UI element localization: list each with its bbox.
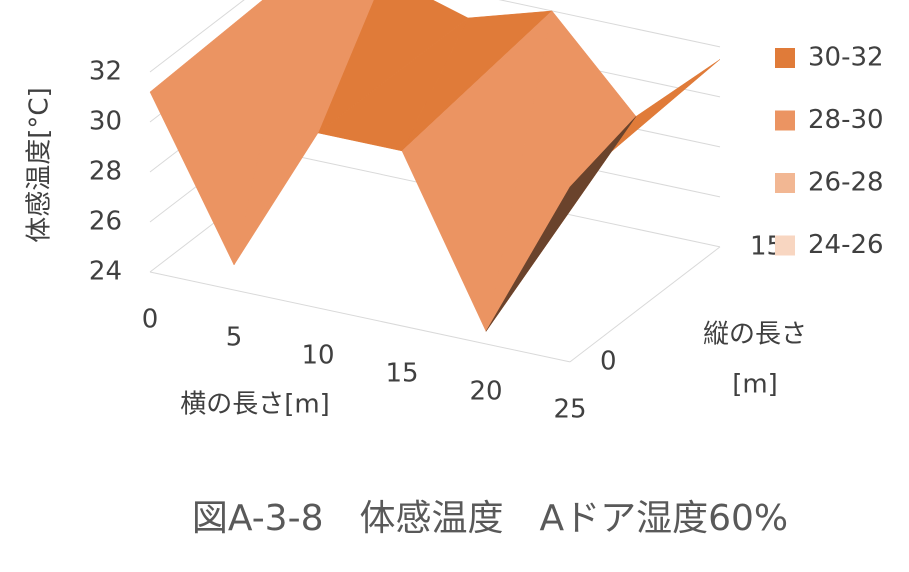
- z-tick-label: 26: [89, 207, 122, 237]
- x-tick-label: 0: [142, 305, 159, 335]
- x-axis-title: 横の長さ[m]: [180, 390, 330, 420]
- legend-swatch: [775, 173, 795, 193]
- grid-line: [149, 0, 245, 73]
- surface-patch: [233, 0, 374, 266]
- legend-label: 28-30: [808, 105, 884, 135]
- depth-axis-title: 縦の長さ: [703, 320, 807, 350]
- x-tick-label: 10: [301, 340, 334, 370]
- z-tick-label: 28: [89, 157, 122, 187]
- z-tick-label: 24: [89, 257, 122, 287]
- x-tick-label: 20: [469, 376, 502, 406]
- z-tick-label: 30: [89, 107, 122, 137]
- surface-patch: [317, 17, 469, 152]
- legend-label: 30-32: [808, 43, 884, 73]
- surface-patch: [149, 0, 294, 266]
- legend-label: 24-26: [808, 230, 884, 260]
- legend-label: 26-28: [808, 168, 884, 198]
- legend-swatch: [775, 110, 795, 131]
- axis-line: [149, 271, 571, 363]
- depth-axis-title: [m]: [732, 370, 778, 400]
- x-tick-label: 5: [226, 322, 243, 352]
- legend-swatch: [775, 235, 795, 256]
- surface-patch: [401, 10, 553, 333]
- x-tick-label: 15: [385, 358, 418, 388]
- axis-line: [569, 246, 721, 363]
- depth-tick-label: 0: [600, 346, 617, 376]
- z-tick-label: 32: [89, 57, 122, 87]
- legend-swatch: [775, 48, 795, 68]
- grid-line: [498, 0, 721, 48]
- surface-patch: [485, 116, 637, 332]
- x-tick-label: 25: [553, 394, 586, 424]
- chart-title: 図A-3-8 体感温度 Aドア湿度60%: [192, 498, 788, 539]
- z-axis-title: 体感温度[°C]: [25, 87, 55, 242]
